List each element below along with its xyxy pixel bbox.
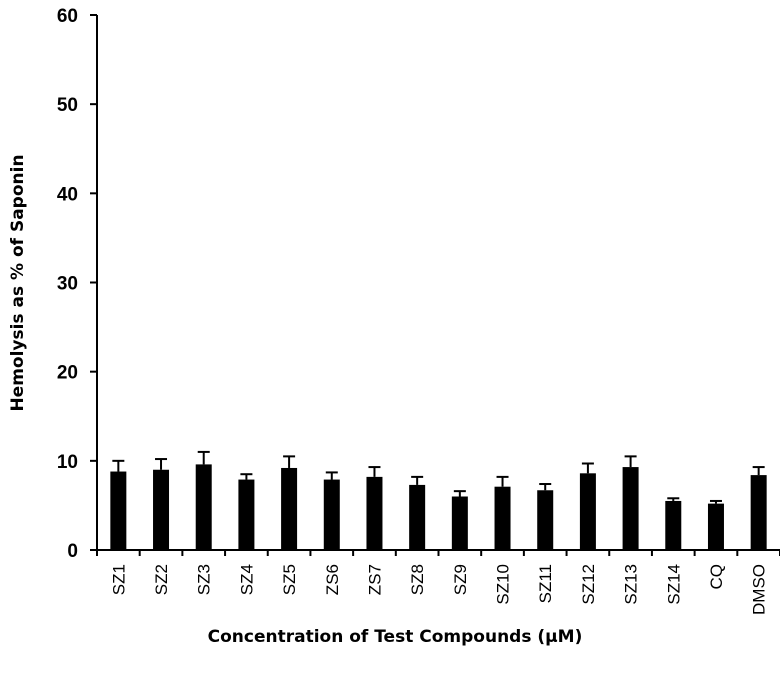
x-tick-label-dmso: DMSO bbox=[750, 564, 769, 615]
y-tick-label-1: 10 bbox=[57, 452, 78, 473]
bar-sz5 bbox=[281, 467, 298, 550]
y-axis bbox=[90, 14, 98, 551]
bar-sz4 bbox=[238, 479, 255, 550]
x-tick-label-zs7: ZS7 bbox=[365, 564, 384, 595]
bar-sz12 bbox=[579, 473, 596, 550]
bar-sz8 bbox=[409, 484, 426, 550]
bar-cq bbox=[707, 503, 724, 550]
x-tick-label-sz9: SZ9 bbox=[451, 564, 470, 595]
x-tick-label-zs6: ZS6 bbox=[323, 564, 342, 595]
x-tick-label-sz1: SZ1 bbox=[109, 564, 128, 595]
bar-sz3 bbox=[195, 464, 212, 550]
x-tick-label-sz11: SZ11 bbox=[536, 564, 555, 603]
bar-dmso bbox=[750, 475, 767, 550]
y-tick-label-0: 0 bbox=[67, 541, 78, 562]
x-tick-label-sz13: SZ13 bbox=[622, 564, 641, 605]
category-labels: SZ1 SZ2 SZ3 SZ4 SZ5 ZS6 ZS7 SZ8 SZ9 SZ10 SZ11 SZ12 S… bbox=[109, 564, 768, 615]
error-bars bbox=[112, 450, 765, 504]
bar-sz14 bbox=[665, 500, 682, 550]
x-tick-label-cq: CQ bbox=[707, 564, 726, 590]
bar-zs6 bbox=[323, 479, 340, 550]
x-tick-label-sz14: SZ14 bbox=[664, 564, 683, 605]
x-tick-label-sz4: SZ4 bbox=[237, 564, 256, 595]
x-axis bbox=[96, 549, 780, 556]
x-tick-label-sz3: SZ3 bbox=[195, 564, 214, 595]
bar-zs7 bbox=[366, 476, 383, 550]
y-axis-title: Hemolysis as % of Saponin bbox=[8, 154, 28, 411]
y-tick-label-2: 20 bbox=[57, 363, 78, 384]
x-tick-label-sz8: SZ8 bbox=[408, 564, 427, 595]
bar-sz11 bbox=[537, 490, 554, 550]
bar-sz9 bbox=[451, 496, 468, 550]
bar-sz10 bbox=[494, 486, 511, 550]
y-tick-label-4: 40 bbox=[57, 184, 78, 205]
x-tick-label-sz5: SZ5 bbox=[280, 564, 299, 595]
x-tick-label-sz10: SZ10 bbox=[494, 564, 513, 605]
bar-sz1 bbox=[110, 471, 127, 550]
x-axis-title: Concentration of Test Compounds (µM) bbox=[208, 627, 583, 647]
bars bbox=[110, 464, 767, 550]
bar-sz13 bbox=[622, 467, 639, 550]
x-tick-label-sz2: SZ2 bbox=[152, 564, 171, 595]
y-tick-label-6: 60 bbox=[57, 6, 78, 27]
y-tick-label-3: 30 bbox=[57, 274, 78, 295]
x-tick-label-sz12: SZ12 bbox=[579, 564, 598, 605]
bar-sz2 bbox=[153, 469, 170, 550]
y-tick-labels: 0 10 20 30 40 50 60 bbox=[57, 6, 78, 562]
y-tick-label-5: 50 bbox=[57, 95, 78, 116]
